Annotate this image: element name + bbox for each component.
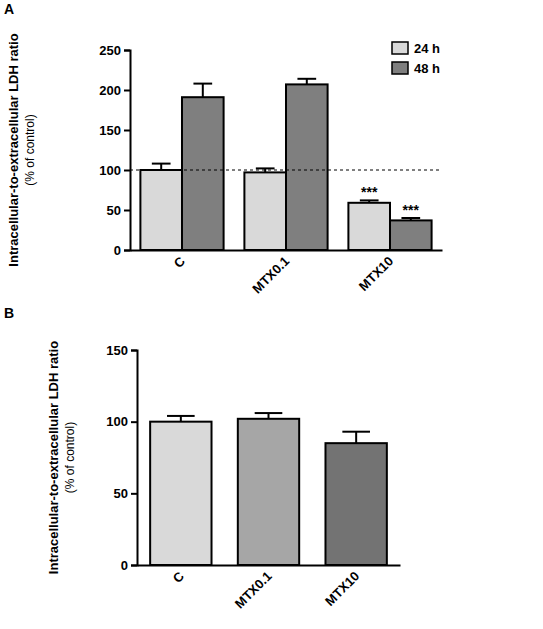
y-tick-mark	[124, 50, 130, 52]
legend-label: 24 h	[414, 41, 440, 56]
y-tick-label: 200	[99, 83, 121, 98]
y-tick: 100	[99, 163, 130, 178]
panel-label: A	[4, 1, 14, 17]
error-bar	[255, 413, 283, 419]
x-tick: MTX10	[322, 565, 362, 609]
y-tick: 200	[99, 83, 130, 98]
bar	[238, 419, 299, 565]
y-tick: 0	[114, 243, 130, 258]
legend-swatch	[392, 62, 408, 74]
y-tick: 150	[99, 123, 130, 138]
x-tick: MTX0.1	[249, 250, 292, 296]
x-tick: MTX10	[356, 250, 396, 294]
y-axis-subtitle: (% of control)	[23, 114, 37, 185]
x-tick-label: MTX10	[356, 254, 396, 294]
bar	[348, 203, 390, 250]
y-tick: 250	[99, 43, 130, 58]
annotation: ***	[403, 202, 420, 218]
bar	[325, 443, 386, 565]
y-tick-label: 50	[114, 486, 128, 501]
y-tick: 50	[114, 486, 137, 501]
error-bar	[401, 218, 420, 220]
y-tick-mark	[131, 421, 137, 423]
y-tick-mark	[124, 250, 130, 252]
x-axis: C MTX0.1 MTX10	[131, 250, 443, 296]
error-bar-cap	[255, 412, 283, 414]
error-bar	[193, 84, 212, 98]
y-axis-title: Intracellular-to-extracellular LDH ratio	[6, 33, 21, 266]
y-tick-label: 100	[99, 163, 121, 178]
y-axis-subtitle: (% of control)	[63, 422, 77, 493]
y-tick-label: 100	[106, 414, 128, 429]
y-tick-label: 150	[99, 123, 121, 138]
plot-area	[130, 79, 442, 250]
bar	[390, 220, 432, 250]
x-tick-label: MTX0.1	[232, 569, 275, 612]
x-axis-line	[138, 565, 401, 567]
error-bar-stem	[202, 84, 204, 98]
y-tick: 50	[107, 203, 130, 218]
y-tick-mark	[131, 565, 137, 567]
bar	[150, 422, 211, 565]
x-tick-label: C	[170, 568, 188, 586]
y-tick-label: 0	[114, 243, 121, 258]
y-tick-mark	[124, 90, 130, 92]
figure: 0 50 100 150 200 250 C MTX0.1 MTX10 *** *** 24 h 48 …	[0, 0, 543, 629]
legend-label: 48 h	[414, 61, 440, 76]
bar	[244, 172, 286, 250]
x-tick-label: C	[171, 253, 189, 271]
y-tick-mark	[131, 493, 137, 495]
x-tick: MTX0.1	[232, 565, 275, 611]
error-bar	[152, 164, 171, 170]
reference-line	[130, 170, 442, 171]
y-tick-label: 150	[106, 343, 128, 358]
y-tick-mark	[124, 170, 130, 172]
chart: 0 50 100 150 C MTX0.1 MTX10	[106, 343, 400, 612]
x-axis-line	[131, 250, 443, 252]
x-tick-label: MTX10	[322, 569, 362, 609]
legend-swatch	[392, 42, 408, 54]
error-bar-cap	[297, 78, 316, 80]
y-tick: 150	[106, 343, 137, 358]
y-tick-label: 0	[121, 558, 128, 573]
y-tick: 100	[106, 414, 137, 429]
error-bar-cap	[193, 83, 212, 85]
bar	[182, 97, 224, 250]
y-tick-label: 50	[107, 203, 121, 218]
error-bar	[342, 432, 370, 443]
error-bar-cap	[256, 167, 275, 169]
error-bar-cap	[152, 163, 171, 165]
error-bar	[297, 79, 316, 85]
legend: 24 h 48 h	[392, 41, 440, 76]
plot-area	[150, 413, 387, 565]
x-axis: C MTX0.1 MTX10	[138, 565, 401, 611]
y-tick-mark	[124, 210, 130, 212]
chart: 0 50 100 150 200 250 C MTX0.1 MTX10 *** ***	[99, 43, 442, 297]
y-axis-line	[131, 351, 138, 566]
x-tick: C	[171, 250, 189, 271]
y-axis-line	[124, 51, 131, 251]
annotation: ***	[361, 184, 378, 200]
x-tick-label: MTX0.1	[249, 254, 292, 297]
error-bar-cap	[167, 415, 195, 417]
y-axis: 0 50 100 150	[106, 343, 137, 573]
y-tick-mark	[131, 350, 137, 352]
bar	[140, 170, 182, 250]
error-bar-cap	[342, 431, 370, 433]
error-bar	[167, 416, 195, 422]
y-axis: 0 50 100 150 200 250	[99, 43, 130, 258]
y-tick-mark	[124, 130, 130, 132]
panel-label: B	[4, 305, 14, 321]
error-bar	[360, 200, 379, 202]
y-tick: 0	[121, 558, 137, 573]
x-tick: C	[170, 565, 188, 586]
error-bar-stem	[355, 432, 357, 443]
y-axis-title: Intracellular-to-extracellular LDH ratio	[46, 341, 61, 574]
y-tick-label: 250	[99, 43, 121, 58]
bar	[286, 84, 328, 250]
